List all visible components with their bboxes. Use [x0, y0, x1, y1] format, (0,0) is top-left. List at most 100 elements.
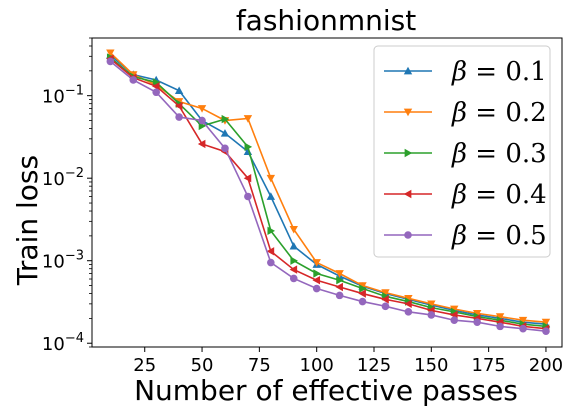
data-point — [174, 86, 184, 95]
data-point — [313, 269, 321, 278]
data-point — [312, 259, 321, 267]
x-axis-ticks: 25 50 75 100 125 150 175 200 — [133, 347, 563, 376]
series-line — [109, 52, 547, 323]
chart-title: fashionmnist — [236, 4, 416, 37]
x-tick-label: 150 — [414, 355, 448, 376]
legend-label: β = 0.1 — [451, 57, 547, 87]
data-point — [290, 256, 298, 265]
data-point — [381, 289, 390, 297]
legend-symbol: β — [451, 180, 467, 210]
series-line — [109, 60, 547, 332]
data-point — [358, 282, 367, 290]
data-point — [427, 311, 436, 319]
data-point — [152, 78, 161, 87]
x-tick-label: 50 — [191, 355, 214, 376]
x-tick-label: 200 — [529, 355, 563, 376]
y-tick-base: 10 — [42, 87, 65, 108]
data-point — [244, 142, 253, 152]
legend-symbol: β — [451, 139, 467, 169]
data-point — [197, 139, 206, 149]
data-point — [244, 192, 252, 201]
data-point — [518, 316, 528, 325]
legend-entry: β = 0.2 — [384, 98, 547, 128]
legend-marker — [404, 231, 412, 239]
data-point — [221, 114, 230, 124]
legend-symbol: β — [451, 98, 467, 128]
data-point — [473, 318, 481, 326]
data-point — [175, 113, 183, 121]
plot-area — [91, 37, 563, 348]
y-tick-exponent: −4 — [65, 331, 84, 346]
legend-marker — [403, 108, 413, 117]
y-tick-exponent: −3 — [65, 249, 84, 264]
y-axis-label: Train loss — [11, 155, 44, 286]
y-tick-base: 10 — [42, 334, 65, 355]
legend-label: β = 0.5 — [451, 221, 547, 251]
data-point — [220, 129, 230, 137]
data-point — [267, 258, 275, 267]
data-point — [519, 324, 527, 333]
series-line — [109, 56, 547, 328]
data-point — [472, 310, 482, 318]
data-point — [450, 305, 459, 314]
legend-symbol: β — [451, 57, 467, 87]
data-point — [174, 101, 183, 111]
y-tick-label: 10−4 — [42, 331, 84, 355]
legend-value: = 0.3 — [467, 139, 547, 169]
data-point — [289, 241, 298, 250]
series-5 — [106, 57, 550, 335]
data-point — [106, 49, 115, 58]
data-point — [381, 295, 389, 304]
legend-symbol: β — [451, 221, 467, 251]
legend-entry: β = 0.1 — [384, 57, 547, 87]
data-point — [221, 144, 229, 153]
data-point — [243, 115, 253, 123]
legend-value: = 0.1 — [467, 57, 547, 87]
data-point — [404, 308, 413, 316]
legend-value: = 0.5 — [467, 221, 547, 251]
legend-label: β = 0.3 — [451, 139, 547, 169]
x-tick-label: 175 — [471, 355, 505, 376]
data-point — [198, 116, 206, 125]
y-tick-base: 10 — [42, 252, 65, 273]
data-point — [289, 274, 298, 283]
y-tick-label: 10−1 — [42, 84, 84, 108]
y-tick-label: 10−3 — [42, 249, 84, 273]
data-point — [542, 327, 550, 335]
data-point — [358, 297, 367, 306]
y-tick-exponent: −1 — [65, 84, 84, 99]
legend-label: β = 0.4 — [451, 180, 547, 210]
series-line — [109, 58, 547, 330]
series-line — [109, 54, 547, 326]
y-axis-ticks: 10−410−310−210−1 — [42, 37, 92, 355]
data-point — [151, 82, 160, 91]
legend-value: = 0.2 — [467, 98, 547, 128]
data-point — [106, 57, 115, 66]
data-point — [312, 284, 321, 293]
data-point — [266, 192, 276, 200]
data-point — [335, 291, 344, 300]
x-tick-label: 25 — [133, 355, 156, 376]
data-point — [243, 173, 252, 183]
data-point — [266, 174, 276, 183]
data-point — [359, 284, 367, 293]
x-axis-label: Number of effective passes — [134, 374, 518, 407]
data-point — [450, 316, 459, 325]
data-point — [266, 247, 275, 256]
legend-entry: β = 0.4 — [384, 180, 547, 210]
data-point — [336, 276, 344, 285]
legend-marker — [403, 66, 413, 75]
x-tick-label: 100 — [300, 355, 334, 376]
data-point — [427, 300, 436, 309]
data-point — [495, 313, 505, 321]
legend-marker — [403, 189, 412, 199]
legend: β = 0.1β = 0.2β = 0.3β = 0.4β = 0.5 — [373, 45, 551, 258]
x-tick-label: 75 — [248, 355, 271, 376]
data-point — [496, 322, 504, 331]
data-point — [404, 294, 413, 303]
legend-marker — [404, 148, 413, 158]
y-tick-label: 10−2 — [42, 166, 84, 190]
series-layer — [106, 49, 551, 335]
x-tick-label: 125 — [357, 355, 391, 376]
